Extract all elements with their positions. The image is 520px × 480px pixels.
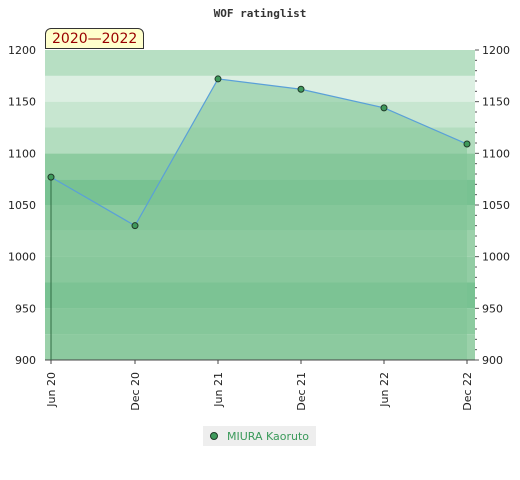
x-tick-label-2: Jun 21 bbox=[212, 372, 225, 408]
band-top bbox=[45, 50, 475, 76]
y-tick-left-1000: 1000 bbox=[8, 251, 36, 264]
legend-marker-icon bbox=[210, 432, 218, 440]
y-tick-right-1150: 1150 bbox=[482, 96, 510, 109]
legend: MIURA Kaoruto bbox=[203, 426, 317, 446]
data-point-1 bbox=[131, 222, 139, 230]
data-points bbox=[47, 75, 471, 360]
y-tick-left-1200: 1200 bbox=[8, 44, 36, 57]
period-badge: 2020—2022 bbox=[45, 28, 145, 49]
y-tick-right-900: 900 bbox=[482, 354, 503, 367]
y-tick-left-1150: 1150 bbox=[8, 96, 36, 109]
y-tick-right-1200: 1200 bbox=[482, 44, 510, 57]
x-axis-labels: Jun 20 Dec 20 Jun 21 Dec 21 Jun 22 Dec 22 bbox=[45, 360, 474, 411]
y-tick-right-1100: 1100 bbox=[482, 147, 510, 160]
rating-area bbox=[51, 78, 467, 360]
chart-title: WOF ratinglist bbox=[214, 7, 307, 20]
x-tick-label-1: Dec 20 bbox=[129, 372, 142, 411]
y-tick-left-950: 950 bbox=[15, 302, 36, 315]
rating-line bbox=[50, 78, 468, 227]
data-point-2 bbox=[214, 75, 222, 83]
x-tick-label-3: Dec 21 bbox=[295, 372, 308, 411]
y-tick-right-950: 950 bbox=[482, 302, 503, 315]
data-point-4 bbox=[380, 104, 388, 112]
y-tick-left-1100: 1100 bbox=[8, 147, 36, 160]
x-tick-label-4: Jun 22 bbox=[378, 372, 391, 408]
y-axis-left: 900 950 1000 1050 1100 1150 1200 bbox=[8, 44, 36, 367]
y-tick-right-1000: 1000 bbox=[482, 251, 510, 264]
y-axis-right-minor-ticks bbox=[475, 49, 479, 361]
y-axis-right: 900 950 1000 1050 1100 1150 1200 bbox=[482, 44, 510, 367]
legend-label: MIURA Kaoruto bbox=[227, 429, 310, 443]
y-tick-right-1050: 1050 bbox=[482, 199, 510, 212]
data-point-3 bbox=[297, 85, 305, 93]
x-tick-label-5: Dec 22 bbox=[461, 372, 474, 411]
y-tick-left-900: 900 bbox=[15, 354, 36, 367]
data-point-5 bbox=[463, 140, 471, 148]
x-tick-label-0: Jun 20 bbox=[45, 372, 58, 408]
data-point-0 bbox=[47, 173, 55, 181]
y-tick-left-1050: 1050 bbox=[8, 199, 36, 212]
